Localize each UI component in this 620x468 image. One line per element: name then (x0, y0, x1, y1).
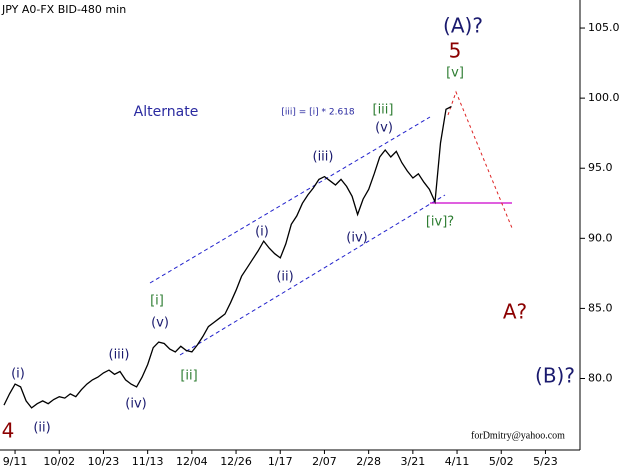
x-tick-label: 10/23 (88, 455, 120, 468)
annotation: (iv) (346, 231, 367, 246)
x-tick-label: 3/21 (400, 455, 425, 468)
annotation: [ii] (180, 369, 197, 384)
channel-lower (179, 194, 446, 356)
x-tick-label: 5/02 (489, 455, 514, 468)
annotation: [iii] (373, 103, 394, 118)
y-tick-label: 95.0 (588, 161, 613, 174)
annotation: (ii) (33, 421, 50, 436)
annotation: [iii] = [i] * 2.618 (281, 108, 355, 118)
annotation: (v) (151, 316, 169, 331)
channel-upper (149, 116, 431, 284)
annotation: forDmitry@yahoo.com (471, 430, 565, 441)
y-tick-label: 100.0 (588, 91, 620, 104)
annotation: (v) (375, 121, 393, 136)
annotation: (iii) (313, 150, 334, 165)
x-tick-label: 2/28 (356, 455, 381, 468)
annotation: A? (503, 300, 527, 324)
annotation: [v] (446, 66, 464, 81)
annotation: (A)? (443, 14, 483, 38)
annotation: (i) (255, 225, 269, 240)
annotation: (iii) (109, 348, 130, 363)
chart-title: JPY A0-FX BID-480 min (1, 3, 126, 16)
x-tick-label: 2/07 (312, 455, 337, 468)
annotation: (iv) (125, 397, 146, 412)
x-tick-label: 12/26 (220, 455, 252, 468)
x-tick-label: 9/11 (3, 455, 28, 468)
price-line (3, 105, 452, 409)
annotation: (i) (11, 367, 25, 382)
annotation: [iv]? (426, 215, 454, 230)
x-tick-label: 1/17 (268, 455, 293, 468)
annotation: 5 (449, 39, 462, 63)
y-tick-label: 80.0 (588, 372, 613, 385)
x-tick-label: 10/02 (43, 455, 75, 468)
x-tick-label: 5/23 (533, 455, 558, 468)
y-tick-label: 85.0 (588, 301, 613, 314)
y-tick-label: 90.0 (588, 231, 613, 244)
annotation: (B)? (535, 364, 575, 388)
x-tick-label: 11/13 (132, 455, 164, 468)
x-tick-label: 4/11 (445, 455, 470, 468)
annotation: Alternate (134, 104, 199, 120)
annotation: (ii) (276, 270, 293, 285)
annotation: 4 (2, 419, 15, 443)
y-tick-label: 105.0 (588, 21, 620, 34)
x-tick-label: 12/04 (176, 455, 208, 468)
annotation: [i] (150, 294, 164, 309)
